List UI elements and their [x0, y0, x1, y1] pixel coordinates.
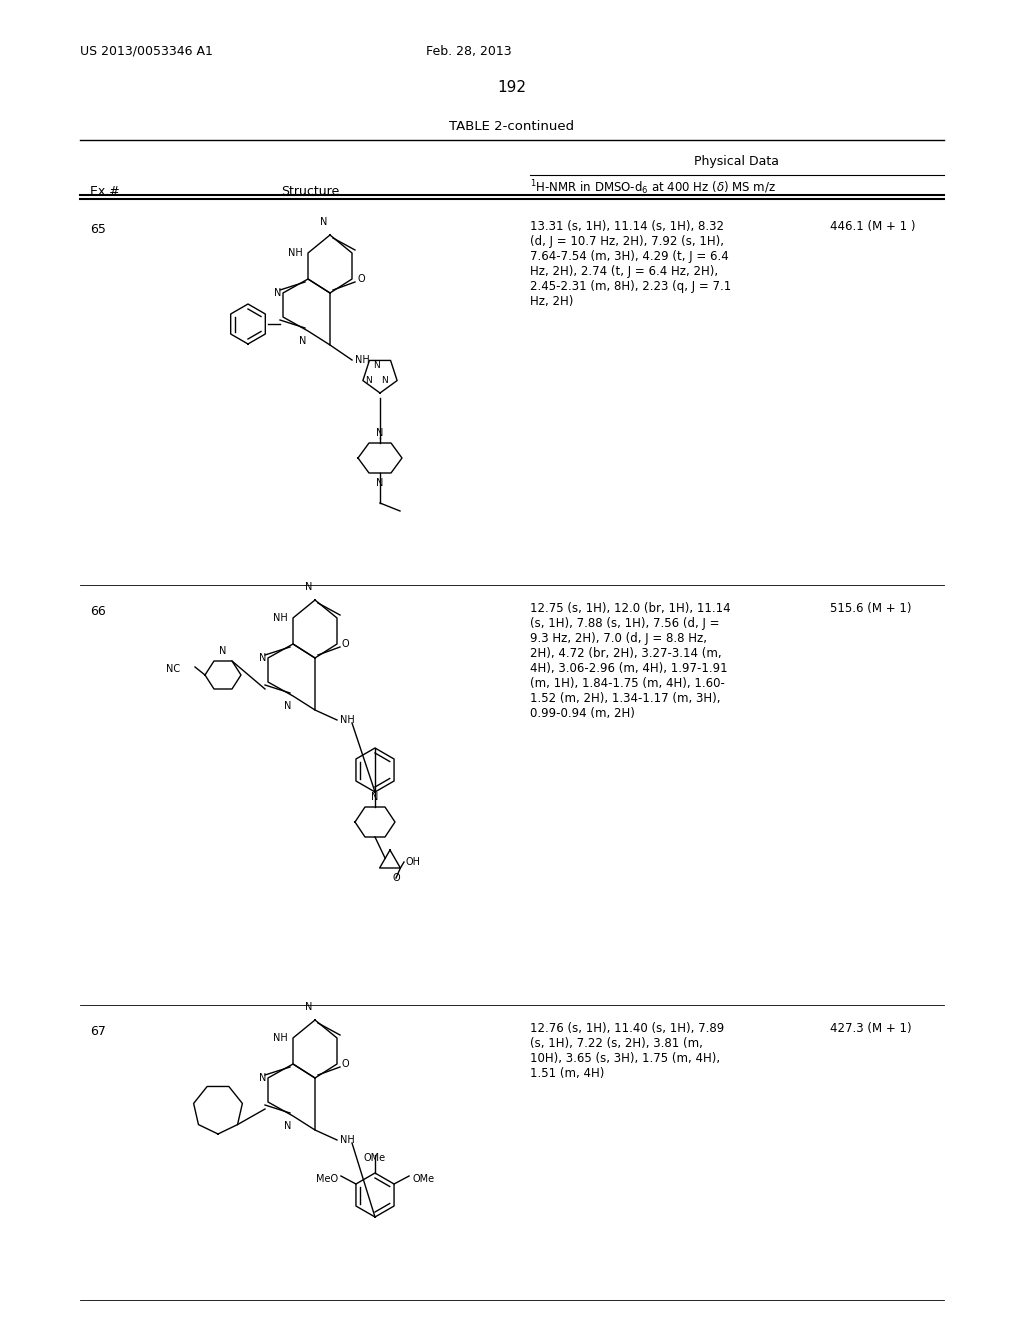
Text: N: N [284, 701, 291, 711]
Text: 12.75 (s, 1H), 12.0 (br, 1H), 11.14
(s, 1H), 7.88 (s, 1H), 7.56 (d, J =
9.3 Hz, : 12.75 (s, 1H), 12.0 (br, 1H), 11.14 (s, … [530, 602, 731, 719]
Text: O: O [357, 275, 365, 284]
Text: NH: NH [355, 355, 370, 366]
Text: NH: NH [288, 248, 303, 257]
Text: N: N [304, 582, 312, 591]
Text: N: N [376, 478, 384, 488]
Text: 12.76 (s, 1H), 11.40 (s, 1H), 7.89
(s, 1H), 7.22 (s, 2H), 3.81 (m,
10H), 3.65 (s: 12.76 (s, 1H), 11.40 (s, 1H), 7.89 (s, 1… [530, 1022, 724, 1080]
Text: N: N [374, 362, 380, 371]
Text: US 2013/0053346 A1: US 2013/0053346 A1 [80, 45, 213, 58]
Text: N: N [299, 337, 306, 346]
Text: TABLE 2-continued: TABLE 2-continued [450, 120, 574, 133]
Text: N: N [365, 376, 372, 385]
Text: 13.31 (s, 1H), 11.14 (s, 1H), 8.32
(d, J = 10.7 Hz, 2H), 7.92 (s, 1H),
7.64-7.54: 13.31 (s, 1H), 11.14 (s, 1H), 8.32 (d, J… [530, 220, 731, 308]
Text: NC: NC [166, 664, 180, 675]
Text: Physical Data: Physical Data [694, 154, 779, 168]
Text: OMe: OMe [412, 1173, 434, 1184]
Text: N: N [259, 1073, 266, 1082]
Text: Feb. 28, 2013: Feb. 28, 2013 [426, 45, 512, 58]
Text: N: N [259, 653, 266, 663]
Text: N: N [219, 645, 226, 656]
Text: 192: 192 [498, 81, 526, 95]
Text: 427.3 (M + 1): 427.3 (M + 1) [830, 1022, 911, 1035]
Text: 66: 66 [90, 605, 105, 618]
Text: N: N [284, 1121, 291, 1131]
Text: O: O [342, 1059, 349, 1069]
Text: Structure: Structure [281, 185, 339, 198]
Text: N: N [372, 792, 379, 803]
Text: NH: NH [340, 715, 354, 725]
Text: OMe: OMe [364, 1152, 386, 1163]
Text: N: N [304, 1002, 312, 1012]
Text: NH: NH [273, 1034, 288, 1043]
Text: O: O [392, 873, 399, 883]
Text: N: N [319, 216, 327, 227]
Text: Ex #: Ex # [90, 185, 120, 198]
Text: 65: 65 [90, 223, 105, 236]
Text: $^1$H-NMR in DMSO-d$_6$ at 400 Hz ($\delta$) MS m/z: $^1$H-NMR in DMSO-d$_6$ at 400 Hz ($\del… [530, 178, 776, 197]
Text: OH: OH [406, 857, 420, 867]
Text: O: O [342, 639, 349, 649]
Text: 446.1 (M + 1 ): 446.1 (M + 1 ) [830, 220, 915, 234]
Text: N: N [273, 288, 281, 298]
Text: N: N [382, 376, 388, 385]
Text: 67: 67 [90, 1026, 105, 1038]
Text: N: N [376, 428, 384, 438]
Text: MeO: MeO [315, 1173, 338, 1184]
Text: NH: NH [340, 1135, 354, 1144]
Text: NH: NH [273, 612, 288, 623]
Text: 515.6 (M + 1): 515.6 (M + 1) [830, 602, 911, 615]
